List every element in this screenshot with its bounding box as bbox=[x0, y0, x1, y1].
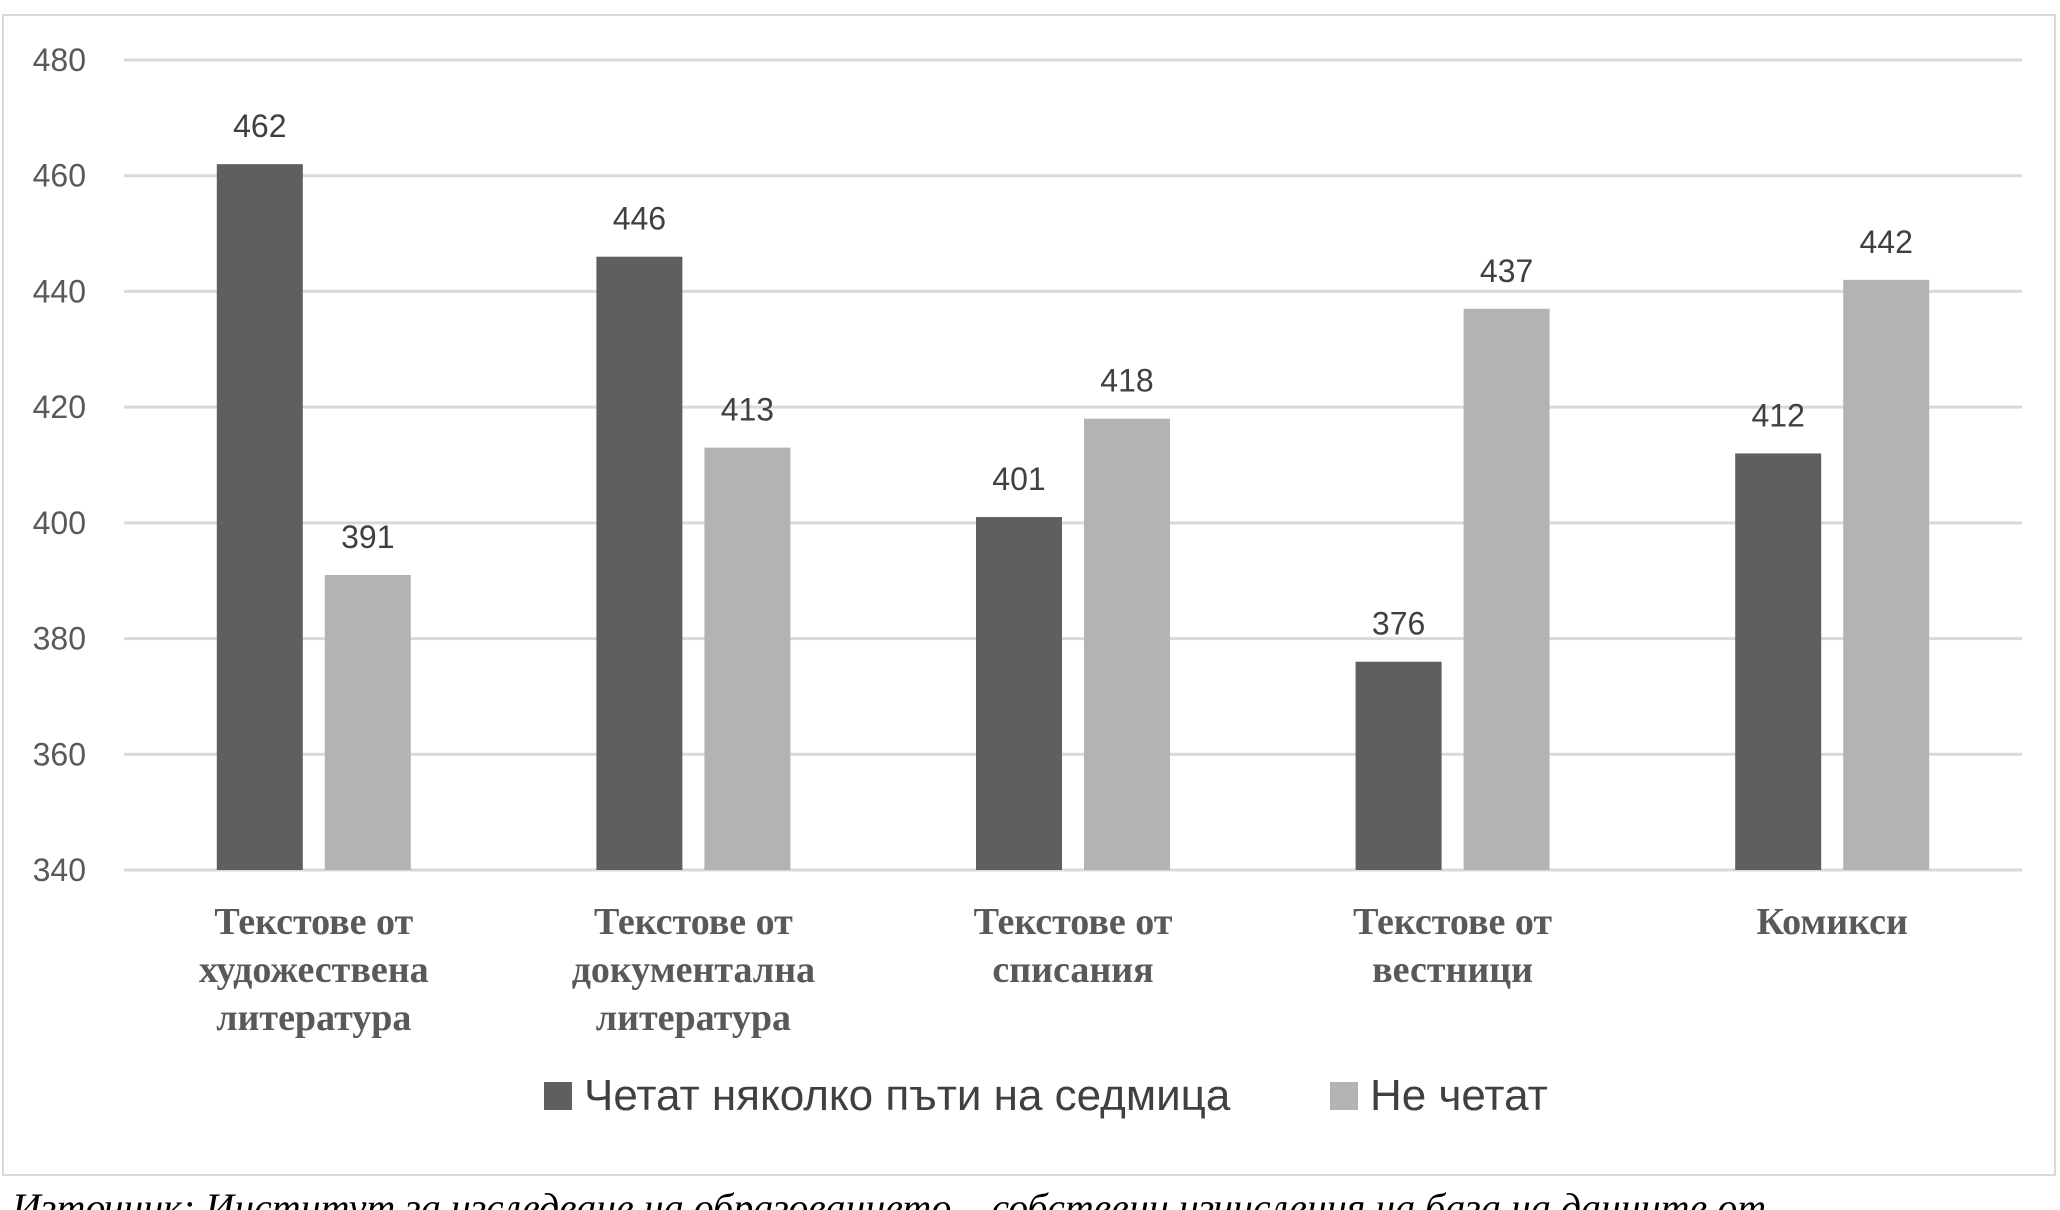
x-category-label: документална bbox=[572, 949, 815, 991]
category-labels: Текстове от художествена литература Текстов… bbox=[199, 901, 1908, 1039]
y-tick-label: 460 bbox=[33, 158, 86, 194]
bar bbox=[216, 164, 303, 871]
x-category-label: списания bbox=[992, 949, 1153, 991]
grid-lines bbox=[124, 58, 2022, 872]
legend: Четат няколко пъти на седмица Не четат bbox=[544, 1071, 1548, 1120]
data-label: 391 bbox=[341, 519, 394, 555]
x-category-label: вестници bbox=[1372, 949, 1533, 991]
legend-label: Не четат bbox=[1370, 1071, 1548, 1120]
bar bbox=[1735, 453, 1822, 870]
legend-swatch bbox=[544, 1082, 572, 1110]
y-tick-label: 480 bbox=[33, 42, 86, 78]
legend-label: Четат няколко пъти на седмица bbox=[584, 1071, 1231, 1120]
bar bbox=[1084, 418, 1170, 870]
y-tick-label: 420 bbox=[33, 389, 86, 425]
bar bbox=[976, 517, 1062, 870]
bar bbox=[596, 256, 683, 870]
y-tick-label: 400 bbox=[33, 505, 86, 541]
data-label: 401 bbox=[992, 461, 1045, 497]
bar bbox=[1843, 279, 1930, 870]
x-category-label: художествена bbox=[199, 949, 429, 991]
data-labels: 462 391 446 413 401 418 376 437 412 442 bbox=[233, 108, 1913, 642]
x-category-label: Текстове от bbox=[974, 901, 1173, 943]
data-label: 462 bbox=[233, 108, 286, 144]
data-label: 376 bbox=[1372, 606, 1425, 642]
x-category-label: Текстове от bbox=[214, 901, 413, 943]
bar bbox=[704, 447, 791, 870]
bar bbox=[1463, 308, 1550, 870]
y-tick-label: 440 bbox=[33, 273, 86, 309]
x-category-label: Комикси bbox=[1756, 901, 1907, 943]
data-label: 446 bbox=[613, 201, 666, 237]
x-category-label: литература bbox=[216, 997, 411, 1039]
data-label: 437 bbox=[1480, 253, 1533, 289]
bar-chart: 340 360 380 400 420 440 460 480 462 391 446 413 401… bbox=[33, 42, 2022, 1120]
bars bbox=[216, 164, 1930, 871]
data-label: 418 bbox=[1100, 363, 1153, 399]
x-category-label: Текстове от bbox=[1353, 901, 1552, 943]
data-label: 412 bbox=[1752, 397, 1805, 433]
y-tick-label: 340 bbox=[33, 852, 86, 888]
legend-swatch bbox=[1330, 1082, 1358, 1110]
source-note: Източник: Институт за изследване на обра… bbox=[12, 1185, 1767, 1210]
y-tick-label: 380 bbox=[33, 621, 86, 657]
data-label: 413 bbox=[721, 392, 774, 428]
y-axis-ticks: 340 360 380 400 420 440 460 480 bbox=[33, 42, 86, 888]
x-category-label: Текстове от bbox=[594, 901, 793, 943]
bar bbox=[324, 574, 411, 870]
data-label: 442 bbox=[1860, 224, 1913, 260]
y-tick-label: 360 bbox=[33, 736, 86, 772]
bar bbox=[1355, 661, 1442, 870]
x-category-label: литература bbox=[596, 997, 791, 1039]
